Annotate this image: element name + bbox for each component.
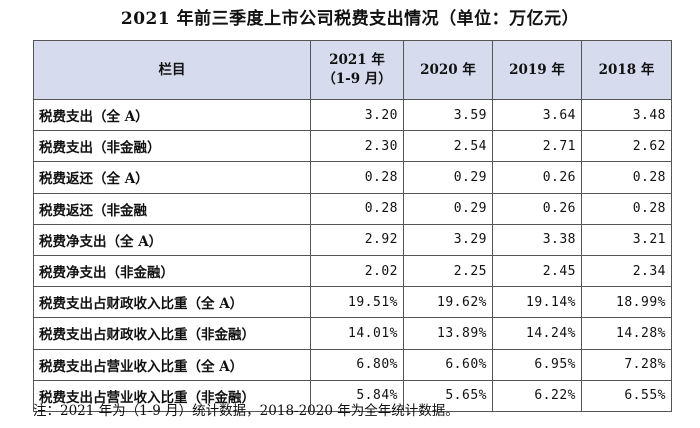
row-label: 税费返还（非金融 (33, 192, 311, 225)
cell-2018: 0.28 (581, 161, 672, 194)
cell-2019: 19.14% (492, 286, 582, 319)
table-row: 税费返还（全 A） 0.28 0.29 0.26 0.28 (33, 161, 672, 194)
cell-2019: 6.95% (492, 348, 582, 381)
table-row: 税费净支出（非金融） 2.02 2.25 2.45 2.34 (33, 254, 672, 288)
cell-2021: 2.02 (310, 254, 404, 288)
header-2021: 2021 年 （1-9 月） (310, 40, 404, 100)
cell-2019: 0.26 (492, 192, 582, 225)
cell-2021: 5.84% (310, 379, 404, 412)
table-row: 税费支出（非金融） 2.30 2.54 2.71 2.62 (33, 130, 672, 163)
row-label: 税费支出占营业收入比重（非金融） (33, 379, 311, 412)
table-body: 税费支出（全 A） 3.20 3.59 3.64 3.48 税费支出（非金融） … (33, 98, 672, 412)
header-2020: 2020 年 (403, 40, 493, 100)
table-header: 栏目 2021 年 （1-9 月） 2020 年 2019 年 2018 年 (33, 40, 672, 100)
row-label: 税费返还（全 A） (33, 161, 311, 194)
cell-2018: 14.28% (581, 317, 672, 350)
cell-2020: 2.54 (403, 130, 493, 163)
tax-table: 栏目 2021 年 （1-9 月） 2020 年 2019 年 2018 年 税… (33, 40, 672, 412)
table-row: 税费支出占财政收入比重（非金融） 14.01% 13.89% 14.24% 14… (33, 317, 672, 350)
header-item: 栏目 (33, 40, 311, 100)
cell-2018: 0.28 (581, 192, 672, 225)
cell-2018: 7.28% (581, 348, 672, 381)
cell-2020: 3.29 (403, 223, 493, 256)
cell-2020: 19.62% (403, 286, 493, 319)
cell-2018: 18.99% (581, 286, 672, 319)
cell-2018: 3.21 (581, 223, 672, 256)
row-label: 税费支出（非金融） (33, 130, 311, 163)
cell-2018: 2.34 (581, 254, 672, 288)
table-row: 税费支出（全 A） 3.20 3.59 3.64 3.48 (33, 98, 672, 132)
cell-2021: 2.92 (310, 223, 404, 256)
cell-2019: 3.64 (492, 98, 582, 132)
cell-2020: 2.25 (403, 254, 493, 288)
header-2018: 2018 年 (581, 40, 672, 100)
cell-2020: 6.60% (403, 348, 493, 381)
table-row: 税费支出占营业收入比重（全 A） 6.80% 6.60% 6.95% 7.28% (33, 348, 672, 381)
cell-2021: 2.30 (310, 130, 404, 163)
cell-2019: 2.45 (492, 254, 582, 288)
row-label: 税费支出（全 A） (33, 98, 311, 132)
cell-2019: 2.71 (492, 130, 582, 163)
header-2019: 2019 年 (492, 40, 582, 100)
cell-2020: 0.29 (403, 161, 493, 194)
cell-2021: 3.20 (310, 98, 404, 132)
cell-2019: 0.26 (492, 161, 582, 194)
row-label: 税费支出占财政收入比重（全 A） (33, 286, 311, 319)
table-title: 2021 年前三季度上市公司税费支出情况（单位：万亿元） (120, 9, 580, 29)
footnote: 注：2021 年为（1-9 月）统计数据，2018-2020 年为全年统计数据。 (33, 403, 459, 419)
cell-2021: 0.28 (310, 161, 404, 194)
cell-2020: 3.59 (403, 98, 493, 132)
row-label: 税费支出占营业收入比重（全 A） (33, 348, 311, 381)
cell-2020: 13.89% (403, 317, 493, 350)
table-row: 税费支出占财政收入比重（全 A） 19.51% 19.62% 19.14% 18… (33, 286, 672, 319)
row-label: 税费支出占财政收入比重（非金融） (33, 317, 311, 350)
cell-2021: 14.01% (310, 317, 404, 350)
row-label: 税费净支出（非金融） (33, 254, 311, 288)
header-row: 栏目 2021 年 （1-9 月） 2020 年 2019 年 2018 年 (33, 40, 672, 100)
table-row: 税费支出占营业收入比重（非金融） 5.84% 5.65% 6.22% 6.55% (33, 379, 672, 412)
cell-2018: 3.48 (581, 98, 672, 132)
cell-2018: 6.55% (581, 379, 672, 412)
cell-2019: 14.24% (492, 317, 582, 350)
row-label: 税费净支出（全 A） (33, 223, 311, 256)
cell-2021: 6.80% (310, 348, 404, 381)
cell-2018: 2.62 (581, 130, 672, 163)
cell-2020: 0.29 (403, 192, 493, 225)
cell-2019: 6.22% (492, 379, 582, 412)
cell-2019: 3.38 (492, 223, 582, 256)
table-row: 税费返还（非金融 0.28 0.29 0.26 0.28 (33, 192, 672, 225)
cell-2021: 0.28 (310, 192, 404, 225)
table-row: 税费净支出（全 A） 2.92 3.29 3.38 3.21 (33, 223, 672, 256)
cell-2021: 19.51% (310, 286, 404, 319)
